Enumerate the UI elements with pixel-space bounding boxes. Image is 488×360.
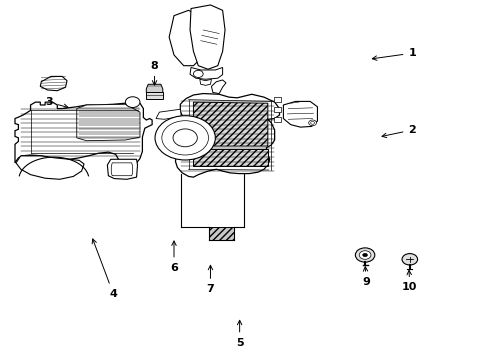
Circle shape (193, 70, 203, 77)
Polygon shape (211, 80, 225, 94)
Text: 8: 8 (150, 61, 158, 85)
Text: 5: 5 (235, 320, 243, 347)
Polygon shape (193, 149, 267, 166)
Polygon shape (169, 10, 203, 66)
Polygon shape (175, 94, 279, 177)
Circle shape (355, 248, 374, 262)
Polygon shape (77, 104, 140, 141)
Polygon shape (200, 79, 211, 85)
Circle shape (155, 116, 215, 160)
Circle shape (173, 129, 197, 147)
Polygon shape (273, 107, 281, 112)
Polygon shape (190, 67, 222, 79)
Text: 7: 7 (206, 265, 214, 294)
Polygon shape (146, 84, 163, 93)
Circle shape (162, 121, 208, 155)
Text: 2: 2 (381, 125, 415, 138)
Text: 1: 1 (371, 48, 415, 60)
Polygon shape (111, 163, 132, 176)
Polygon shape (273, 117, 281, 122)
Polygon shape (15, 102, 152, 165)
Circle shape (359, 251, 370, 259)
Polygon shape (283, 102, 317, 127)
Text: 4: 4 (92, 239, 117, 298)
Circle shape (125, 97, 140, 108)
Polygon shape (193, 102, 267, 146)
Text: 6: 6 (170, 241, 178, 273)
Text: 9: 9 (362, 267, 369, 287)
Circle shape (308, 120, 316, 126)
Polygon shape (16, 156, 84, 179)
Polygon shape (40, 76, 67, 91)
Polygon shape (209, 227, 233, 240)
Text: 10: 10 (401, 270, 417, 292)
Polygon shape (146, 93, 163, 99)
Circle shape (362, 253, 367, 257)
Polygon shape (273, 97, 281, 102)
Circle shape (401, 253, 417, 265)
Text: 3: 3 (45, 97, 68, 108)
Polygon shape (190, 5, 224, 69)
Circle shape (310, 121, 314, 124)
Polygon shape (107, 159, 137, 179)
Polygon shape (156, 109, 181, 119)
